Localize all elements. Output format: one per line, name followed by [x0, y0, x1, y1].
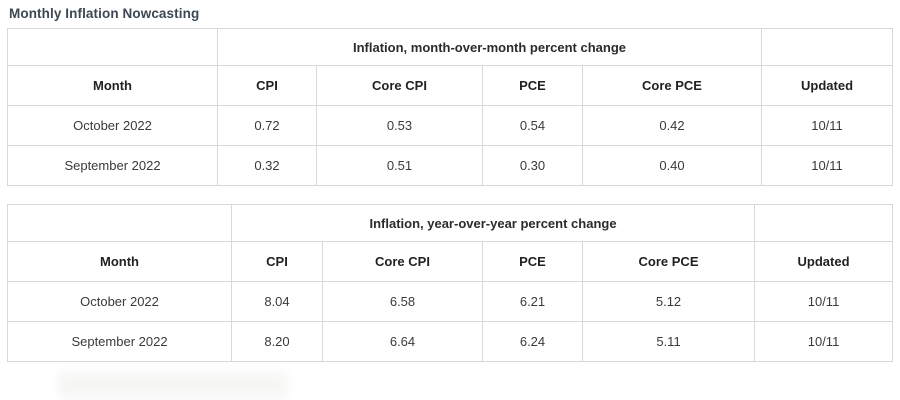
month-cell: October 2022	[7, 281, 232, 322]
yoy-group-header-row: Inflation, year-over-year percent change	[7, 204, 894, 242]
core-cpi-cell: 0.53	[316, 105, 483, 146]
mom-group-header-row: Inflation, month-over-month percent chan…	[7, 28, 894, 66]
core-cpi-cell: 0.51	[316, 145, 483, 186]
yoy-column-header-row: Month CPI Core CPI PCE Core PCE Updated	[7, 241, 894, 282]
column-header-pce: PCE	[482, 65, 583, 106]
mom-inflation-table: Inflation, month-over-month percent chan…	[7, 28, 894, 186]
month-cell: October 2022	[7, 105, 218, 146]
pce-cell: 0.30	[482, 145, 583, 186]
group-spacer-cell	[761, 28, 894, 66]
table-row: September 2022 0.32 0.51 0.30 0.40 10/11	[7, 145, 894, 186]
column-header-core-cpi: Core CPI	[316, 65, 483, 106]
column-header-pce: PCE	[482, 241, 583, 282]
pce-cell: 6.21	[482, 281, 583, 322]
column-header-updated: Updated	[754, 241, 894, 282]
updated-cell: 10/11	[754, 321, 894, 362]
group-spacer-cell	[7, 204, 232, 242]
updated-cell: 10/11	[754, 281, 894, 322]
yoy-inflation-table: Inflation, year-over-year percent change…	[7, 204, 894, 362]
pce-cell: 0.54	[482, 105, 583, 146]
column-header-core-pce: Core PCE	[581, 241, 756, 282]
page-title: Monthly Inflation Nowcasting	[9, 6, 200, 21]
page-container: Monthly Inflation Nowcasting Inflation, …	[7, 6, 894, 362]
month-cell: September 2022	[7, 321, 232, 362]
core-pce-cell: 0.40	[581, 145, 763, 186]
pce-cell: 6.24	[482, 321, 583, 362]
updated-cell: 10/11	[761, 105, 894, 146]
table-row: September 2022 8.20 6.64 6.24 5.11 10/11	[7, 321, 894, 362]
month-cell: September 2022	[7, 145, 218, 186]
group-spacer-cell	[754, 204, 894, 242]
cpi-cell: 8.20	[231, 321, 323, 362]
core-cpi-cell: 6.58	[322, 281, 483, 322]
core-pce-cell: 0.42	[581, 105, 763, 146]
table-row: October 2022 0.72 0.53 0.54 0.42 10/11	[7, 105, 894, 146]
mom-group-header: Inflation, month-over-month percent chan…	[216, 28, 763, 66]
column-header-month: Month	[7, 65, 218, 106]
updated-cell: 10/11	[761, 145, 894, 186]
table-gap	[7, 186, 893, 204]
cpi-cell: 0.72	[217, 105, 317, 146]
mom-column-header-row: Month CPI Core CPI PCE Core PCE Updated	[7, 65, 894, 106]
column-header-month: Month	[7, 241, 232, 282]
cpi-cell: 8.04	[231, 281, 323, 322]
column-header-core-cpi: Core CPI	[322, 241, 483, 282]
column-header-cpi: CPI	[231, 241, 323, 282]
core-cpi-cell: 6.64	[322, 321, 483, 362]
faded-bottom-artifact	[58, 372, 288, 398]
group-spacer-cell	[7, 28, 218, 66]
core-pce-cell: 5.12	[581, 281, 756, 322]
column-header-cpi: CPI	[217, 65, 317, 106]
cpi-cell: 0.32	[217, 145, 317, 186]
table-row: October 2022 8.04 6.58 6.21 5.12 10/11	[7, 281, 894, 322]
yoy-group-header: Inflation, year-over-year percent change	[230, 204, 756, 242]
column-header-updated: Updated	[761, 65, 894, 106]
column-header-core-pce: Core PCE	[581, 65, 763, 106]
core-pce-cell: 5.11	[581, 321, 756, 362]
